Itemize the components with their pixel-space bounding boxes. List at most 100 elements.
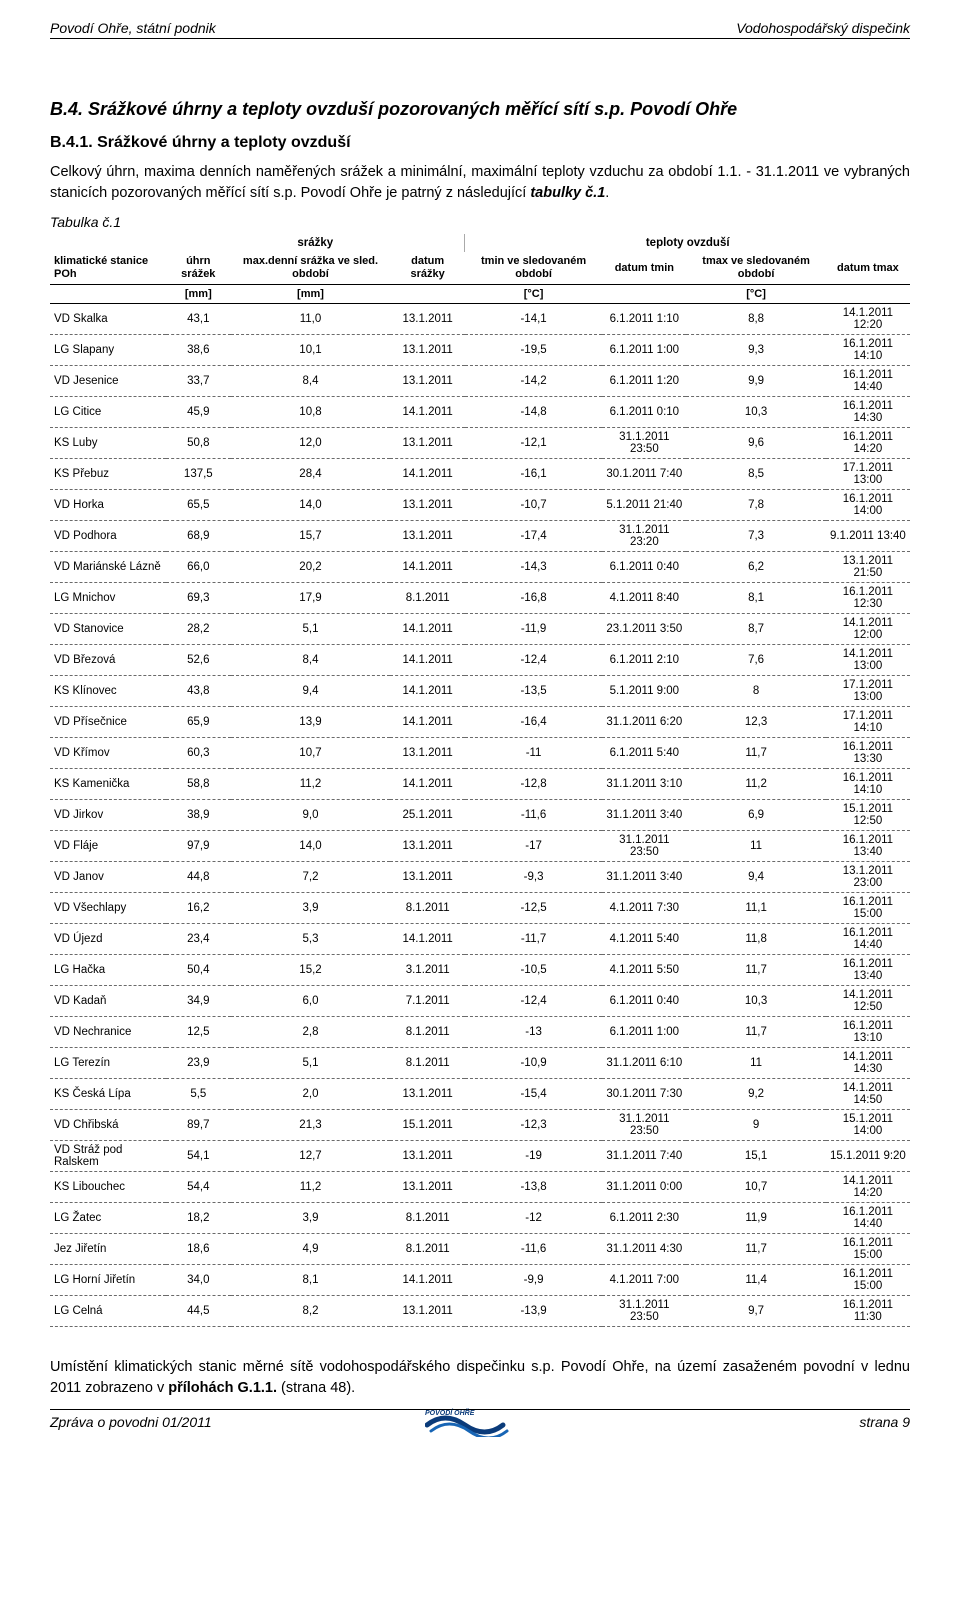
table-cell: 16.1.2011 14:30 [826, 397, 910, 428]
table-cell: 60,3 [166, 738, 231, 769]
table-cell: 43,8 [166, 676, 231, 707]
table-cell: VD Podhora [50, 521, 166, 552]
table-cell: 16.1.2011 15:00 [826, 893, 910, 924]
table-cell: -16,4 [465, 707, 602, 738]
th-col1: úhrn srážek [166, 252, 231, 285]
table-cell: 5.1.2011 21:40 [602, 490, 686, 521]
table-cell: -13,9 [465, 1296, 602, 1327]
table-cell: 8,1 [686, 583, 825, 614]
table-cell: 10,8 [231, 397, 391, 428]
table-cell: 38,6 [166, 335, 231, 366]
table-cell: 11,2 [231, 769, 391, 800]
table-cell: 3,9 [231, 1203, 391, 1234]
table-cell: 13.1.2011 [390, 1141, 464, 1172]
table-cell: -16,1 [465, 459, 602, 490]
table-cell: 58,8 [166, 769, 231, 800]
table-cell: KS Klínovec [50, 676, 166, 707]
table-cell: 38,9 [166, 800, 231, 831]
table-cell: KS Česká Lípa [50, 1079, 166, 1110]
table-cell: 69,3 [166, 583, 231, 614]
table-cell: 13.1.2011 [390, 1172, 464, 1203]
table-cell: 9,9 [686, 366, 825, 397]
table-cell: 13.1.2011 [390, 335, 464, 366]
table-cell: 4,9 [231, 1234, 391, 1265]
table-cell: VD Všechlapy [50, 893, 166, 924]
table-cell: -12,3 [465, 1110, 602, 1141]
table-cell: 14.1.2011 [390, 614, 464, 645]
table-cell: 7,6 [686, 645, 825, 676]
table-cell: 65,5 [166, 490, 231, 521]
table-cell: KS Přebuz [50, 459, 166, 490]
table-cell: 16.1.2011 11:30 [826, 1296, 910, 1327]
table-cell: VD Jirkov [50, 800, 166, 831]
table-cell: 6.1.2011 2:10 [602, 645, 686, 676]
table-row: LG Citice45,910,814.1.2011-14,86.1.2011 … [50, 397, 910, 428]
table-cell: -15,4 [465, 1079, 602, 1110]
table-cell: 10,1 [231, 335, 391, 366]
th-u5 [602, 285, 686, 304]
table-cell: 31.1.2011 4:30 [602, 1234, 686, 1265]
table-group-header: srážky teploty ovzduší [50, 234, 910, 252]
logo-text: POVODÍ OHŘE [425, 1408, 475, 1417]
table-cell: 31.1.2011 23:50 [602, 428, 686, 459]
paragraph-2: Umístění klimatických stanic měrné sítě … [50, 1357, 910, 1399]
subsection-title: B.4.1. Srážkové úhrny a teploty ovzduší [50, 134, 910, 152]
table-cell: 9 [686, 1110, 825, 1141]
table-cell: 11,8 [686, 924, 825, 955]
table-cell: 9,0 [231, 800, 391, 831]
table-cell: 33,7 [166, 366, 231, 397]
table-cell: 14.1.2011 14:50 [826, 1079, 910, 1110]
table-cell: 6.1.2011 1:10 [602, 304, 686, 335]
table-row: KS Luby50,812,013.1.2011-12,131.1.2011 2… [50, 428, 910, 459]
section-title: B.4. Srážkové úhrny a teploty ovzduší po… [50, 99, 910, 120]
table-cell: 31.1.2011 0:00 [602, 1172, 686, 1203]
th-col5: datum tmin [602, 252, 686, 285]
table-cell: 9,4 [686, 862, 825, 893]
table-row: VD Kadaň34,96,07.1.2011-12,46.1.2011 0:4… [50, 986, 910, 1017]
table-cell: 6,2 [686, 552, 825, 583]
table-cell: 15.1.2011 12:50 [826, 800, 910, 831]
th-col0: klimatické stanice POh [50, 252, 166, 285]
th-u4: [°C] [465, 285, 602, 304]
table-cell: 11,9 [686, 1203, 825, 1234]
table-cell: -13,8 [465, 1172, 602, 1203]
table-row: KS Přebuz137,528,414.1.2011-16,130.1.201… [50, 459, 910, 490]
table-cell: 13.1.2011 23:00 [826, 862, 910, 893]
table-cell: 14.1.2011 [390, 459, 464, 490]
th-col6: tmax ve sledovaném období [686, 252, 825, 285]
table-cell: 11,4 [686, 1265, 825, 1296]
table-cell: 15,7 [231, 521, 391, 552]
logo-svg: POVODÍ OHŘE [425, 1407, 535, 1437]
table-cell: 11,2 [231, 1172, 391, 1203]
table-cell: 43,1 [166, 304, 231, 335]
table-cell: 17,9 [231, 583, 391, 614]
table-cell: 14.1.2011 [390, 1265, 464, 1296]
table-cell: 5,5 [166, 1079, 231, 1110]
table-cell: -11 [465, 738, 602, 769]
table-cell: -10,5 [465, 955, 602, 986]
table-cell: 7,2 [231, 862, 391, 893]
table-cell: 14.1.2011 [390, 645, 464, 676]
table-cell: 16.1.2011 13:30 [826, 738, 910, 769]
table-cell: 2,0 [231, 1079, 391, 1110]
table-row: VD Březová52,68,414.1.2011-12,46.1.2011 … [50, 645, 910, 676]
table-cell: 14.1.2011 [390, 924, 464, 955]
table-cell: 31.1.2011 23:50 [602, 1296, 686, 1327]
table-cell: 8,5 [686, 459, 825, 490]
table-cell: -12,4 [465, 986, 602, 1017]
table-cell: 23,9 [166, 1048, 231, 1079]
table-cell: 44,8 [166, 862, 231, 893]
table-cell: 9,7 [686, 1296, 825, 1327]
table-cell: 11,1 [686, 893, 825, 924]
table-cell: 137,5 [166, 459, 231, 490]
table-cell: 14.1.2011 12:50 [826, 986, 910, 1017]
table-cell: 50,4 [166, 955, 231, 986]
th-col7: datum tmax [826, 252, 910, 285]
table-units: [mm] [mm] [°C] [°C] [50, 285, 910, 304]
table-row: VD Jesenice33,78,413.1.2011-14,26.1.2011… [50, 366, 910, 397]
table-cell: 10,7 [231, 738, 391, 769]
table-cell: 7,8 [686, 490, 825, 521]
table-row: VD Újezd23,45,314.1.2011-11,74.1.2011 5:… [50, 924, 910, 955]
table-cell: 6.1.2011 0:40 [602, 986, 686, 1017]
table-cell: 14.1.2011 [390, 552, 464, 583]
